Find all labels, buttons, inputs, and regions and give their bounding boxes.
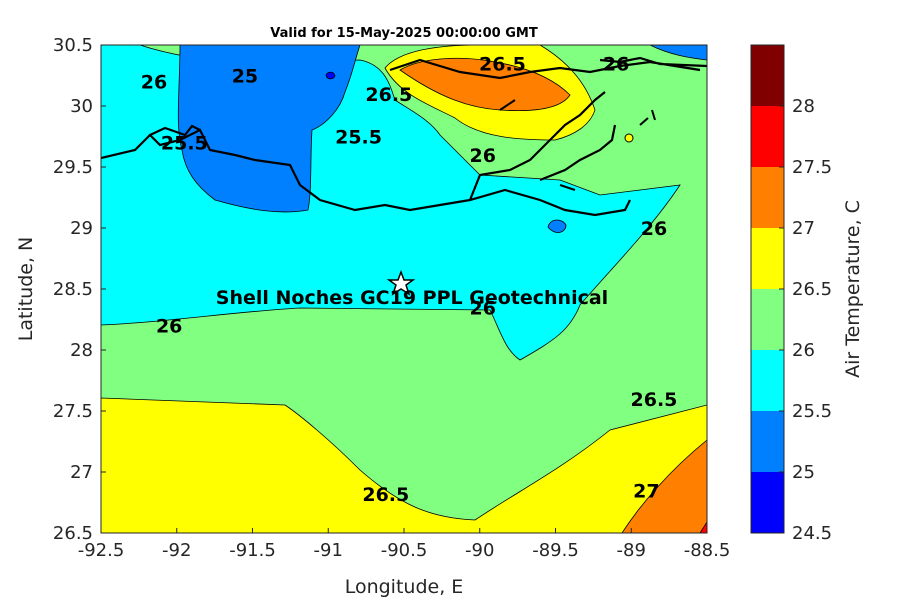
colorbar-tick-label: 26 xyxy=(792,340,815,361)
y-tick-label: 28 xyxy=(70,340,93,361)
contour-label: 26.5 xyxy=(479,53,526,75)
colorbar-swatch xyxy=(751,411,784,472)
colorbar-swatch xyxy=(751,106,784,167)
contour-labels: 26 25 25.5 25.5 26.5 26.5 26 26 26 26 26 26.5 26.5 27 xyxy=(141,53,678,506)
colorbar-swatch xyxy=(751,167,784,228)
x-axis: -92.5 -92 -91.5 -91 -90.5 -90 -89.5 -89 -88.5 xyxy=(78,528,731,561)
site-star-icon[interactable] xyxy=(386,269,416,296)
colorbar-tick-label: 28 xyxy=(792,96,815,117)
contour-band-25-pocket xyxy=(547,219,567,233)
y-tick-label: 30 xyxy=(70,96,93,117)
y-tick-label: 26.5 xyxy=(53,523,93,544)
colorbar-swatch xyxy=(751,350,784,411)
contour-band-25-west xyxy=(177,45,361,213)
map-title: Valid for 15-May-2025 00:00:00 GMT xyxy=(270,26,538,41)
x-tick-label: -92.5 xyxy=(78,540,125,561)
coastal-islands xyxy=(499,99,656,191)
contour-label: 26 xyxy=(470,145,496,167)
colorbar-tick-label: 27.5 xyxy=(792,157,832,178)
contour-band-24-5-spot xyxy=(325,71,336,80)
contour-label: 26.5 xyxy=(631,389,678,411)
contour-label: 26 xyxy=(470,297,496,319)
colorbar-swatch xyxy=(751,228,784,289)
contour-label: 26.5 xyxy=(365,84,412,106)
y-tick-label: 29.5 xyxy=(53,157,93,178)
x-tick-label: -90.5 xyxy=(381,540,428,561)
x-axis-label: Longitude, E xyxy=(345,576,464,598)
colorbar-tick-label: 25.5 xyxy=(792,401,832,422)
colorbar-tick-label: 25 xyxy=(792,462,815,483)
colorbar-swatch xyxy=(751,45,784,106)
site-label: Shell Noches GC19 PPL Geotechnical xyxy=(216,287,608,309)
x-tick-label: -88.5 xyxy=(684,540,731,561)
contour-label: 26 xyxy=(156,316,182,338)
coastline xyxy=(101,56,707,217)
colorbar-tick-label: 24.5 xyxy=(792,523,832,544)
y-tick-label: 29 xyxy=(70,218,93,239)
contour-field: Shell Noches GC19 PPL Geotechnical 26 252… xyxy=(101,45,707,533)
contour-label: 25.5 xyxy=(335,127,382,149)
x-tick-label: -91 xyxy=(314,540,343,561)
contour-band-27-5-corner xyxy=(699,521,707,533)
lake-pontchartrain-marker xyxy=(624,133,634,143)
colorbar-swatch xyxy=(751,472,784,533)
contour-label: 26.5 xyxy=(362,484,409,506)
y-tick-label: 27 xyxy=(70,462,93,483)
y-axis: 30.5 30 29.5 29 28.5 28 27.5 27 26.5 xyxy=(53,35,106,544)
colorbar-tick-label: 26.5 xyxy=(792,279,832,300)
y-tick-label: 30.5 xyxy=(53,35,93,56)
contour-label: 26 xyxy=(603,53,629,75)
y-tick-label: 27.5 xyxy=(53,401,93,422)
contour-label: 27 xyxy=(633,480,659,502)
y-axis-label: Latitude, N xyxy=(15,237,37,342)
x-tick-label: -90 xyxy=(465,540,494,561)
contour-label: 26 xyxy=(641,218,667,240)
x-tick-label: -89.5 xyxy=(532,540,579,561)
contour-band-25-northeast xyxy=(649,45,707,61)
colorbar-swatch xyxy=(751,289,784,350)
x-tick-label: -91.5 xyxy=(229,540,276,561)
colorbar-label: Air Temperature, C xyxy=(842,200,864,378)
contour-label: 25.5 xyxy=(161,133,208,155)
x-tick-label: -92 xyxy=(162,540,191,561)
y-tick-label: 28.5 xyxy=(53,279,93,300)
x-tick-label: -89 xyxy=(617,540,646,561)
colorbar: 28 27.5 27 26.5 26 25.5 25 24.5 xyxy=(750,44,832,544)
contour-label: 26 xyxy=(141,72,167,94)
colorbar-tick-label: 27 xyxy=(792,218,815,239)
contour-band-26-5-south xyxy=(101,397,707,533)
contour-label: 25 xyxy=(232,66,258,88)
